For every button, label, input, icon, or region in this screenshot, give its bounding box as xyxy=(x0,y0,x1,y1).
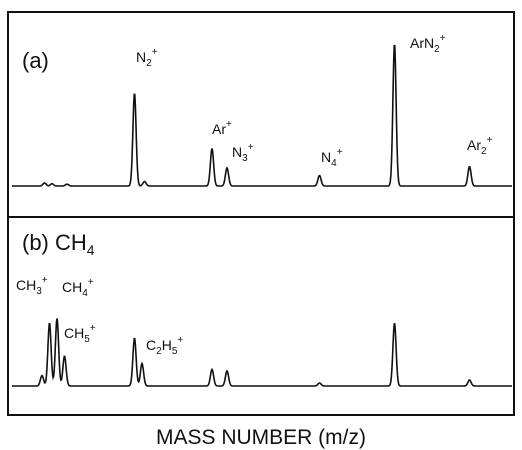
peak-label-sub: 2 xyxy=(146,58,152,69)
peak-label-sub: 3 xyxy=(242,153,248,164)
panel-b-label-sub: 4 xyxy=(87,242,95,258)
peak-label-base: CH xyxy=(62,279,82,295)
peak-label-sup: + xyxy=(88,277,94,288)
peak-label: C2H5+ xyxy=(146,335,183,357)
peak-label-sup: + xyxy=(337,147,343,158)
peak-label-sub: 2 xyxy=(434,44,440,55)
peak-label-sup: + xyxy=(248,142,254,153)
peak-label-base: ArN xyxy=(410,35,434,51)
peak-label: CH4+ xyxy=(62,277,94,299)
peak-label-sub: 3 xyxy=(36,286,42,297)
peak-label-sub: 5 xyxy=(172,346,178,357)
peak-label-base: N xyxy=(321,149,331,165)
peak-label: CH3+ xyxy=(16,275,48,297)
peak-label-sub: 2 xyxy=(481,146,487,157)
peak-label: Ar+ xyxy=(212,119,232,137)
panel-b-label: (b) CH4 xyxy=(22,230,95,258)
panel-b-label-main: (b) CH xyxy=(22,230,87,255)
spectrum-trace-b xyxy=(12,318,512,387)
peak-label: N2+ xyxy=(136,47,158,69)
peak-label: N3+ xyxy=(232,142,254,164)
peak-label-base: CH xyxy=(16,277,36,293)
panel-b: (b) CH4 CH3+ CH4+CH5+C2H5+ xyxy=(7,216,515,416)
peak-label-sub: 4 xyxy=(82,288,88,299)
peak-label-sup: + xyxy=(90,323,96,334)
peak-label-base: Ar xyxy=(212,121,226,137)
panel-a-peak-labels: N2+Ar+N3+N4+ArN2+Ar2+ xyxy=(136,33,493,169)
peak-label-sub: 5 xyxy=(84,334,90,345)
peak-label-base: N xyxy=(136,49,146,65)
spectrum-trace-a xyxy=(12,44,512,187)
peak-label: Ar2+ xyxy=(467,135,493,157)
peak-label-sup: + xyxy=(226,119,232,130)
peak-label-mid: H xyxy=(162,337,172,353)
panel-a: (a) N2+Ar+N3+N4+ArN2+Ar2+ xyxy=(7,11,515,218)
panel-b-peak-labels: CH3+ CH4+CH5+C2H5+ xyxy=(16,275,183,357)
peak-label-base: N xyxy=(232,144,242,160)
panel-b-frame xyxy=(7,216,515,416)
panel-a-label: (a) xyxy=(22,48,49,73)
peak-label-sup: + xyxy=(440,33,446,44)
x-axis-label: MASS NUMBER (m/z) xyxy=(156,426,366,449)
peak-label-sup: + xyxy=(42,275,48,286)
peak-label-base: CH xyxy=(64,325,84,341)
peak-label: ArN2+ xyxy=(410,33,446,55)
peak-label-base: Ar xyxy=(467,137,481,153)
peak-label-sup: + xyxy=(177,335,183,346)
peak-label-sub: 2 xyxy=(156,346,162,357)
peak-label: CH5+ xyxy=(64,323,96,345)
peak-label-sup: + xyxy=(487,135,493,146)
peak-label-sub: 4 xyxy=(331,158,337,169)
peak-label: N4+ xyxy=(321,147,343,169)
peak-label-base: C xyxy=(146,337,156,353)
peak-label-sup: + xyxy=(152,47,158,58)
